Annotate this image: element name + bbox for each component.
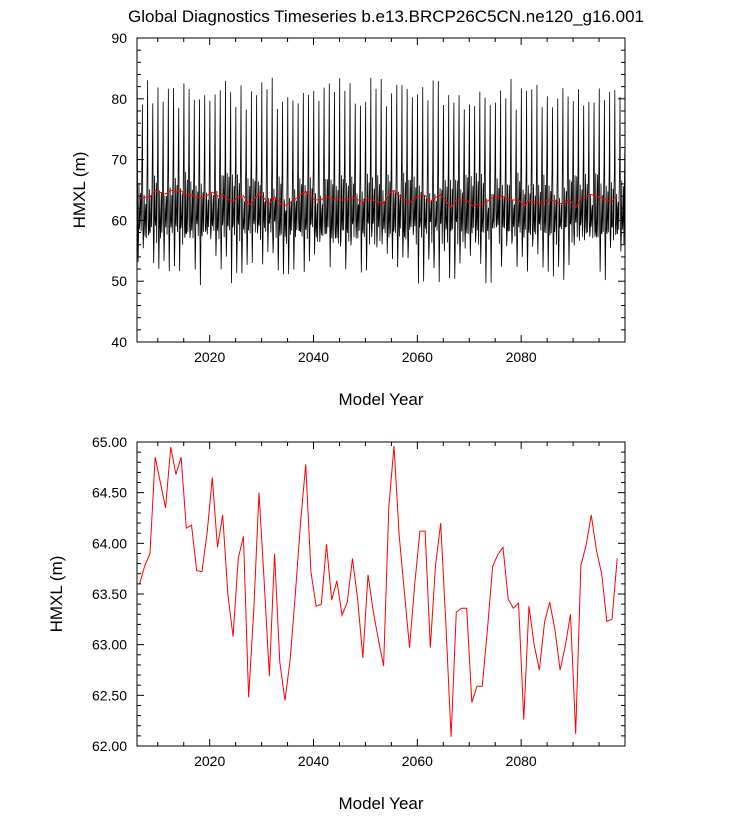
bottom-plot-frame: [136, 441, 626, 747]
top-y-axis-label: HMXL (m): [70, 152, 89, 229]
bottom-y-tick-label: 64.50: [92, 485, 127, 501]
top-annual-mean-line: [139, 189, 618, 209]
bottom-x-axis-label: Model Year: [338, 794, 423, 813]
figure-title: Global Diagnostics Timeseries b.e13.BRCP…: [128, 7, 644, 26]
top-y-tick-label: 70: [111, 152, 127, 168]
top-y-tick-label: 40: [111, 334, 127, 350]
top-y-tick-label: 80: [111, 91, 127, 107]
top-y-tick-label: 50: [111, 273, 127, 289]
top-ticks-group: 2020 2040 2060 2080 40 50 60 70 80 90: [111, 30, 625, 365]
top-x-tick-label: 2040: [298, 349, 329, 365]
bottom-chart: 2020 2040 2060 2080 62.00 62.50 63.00 63.50 64.0…: [47, 434, 626, 813]
top-x-axis-label: Model Year: [338, 390, 423, 409]
top-series-group: [136, 77, 626, 286]
top-y-tick-label: 90: [111, 30, 127, 46]
bottom-annual-mean-line: [139, 446, 618, 737]
bottom-y-tick-label: 63.00: [92, 637, 127, 653]
bottom-x-tick-label: 2080: [506, 753, 537, 769]
bottom-x-tick-label: 2020: [194, 753, 225, 769]
bottom-ticks-group: 2020 2040 2060 2080 62.00 62.50 63.00 63.50 64.0…: [92, 434, 625, 769]
bottom-y-tick-label: 62.00: [92, 738, 127, 754]
bottom-y-tick-label: 65.00: [92, 434, 127, 450]
top-x-tick-label: 2080: [506, 349, 537, 365]
bottom-y-tick-label: 64.00: [92, 535, 127, 551]
bottom-x-tick-label: 2060: [402, 753, 433, 769]
bottom-series-group: [139, 446, 618, 737]
top-plot-frame: [136, 37, 626, 343]
bottom-y-tick-label: 62.50: [92, 687, 127, 703]
top-x-tick-label: 2060: [402, 349, 433, 365]
top-x-tick-label: 2020: [194, 349, 225, 365]
bottom-x-tick-label: 2040: [298, 753, 329, 769]
bottom-y-tick-label: 63.50: [92, 586, 127, 602]
bottom-y-axis-label: HMXL (m): [47, 556, 66, 633]
top-monthly-series-line: [136, 77, 626, 286]
top-y-tick-label: 60: [111, 212, 127, 228]
